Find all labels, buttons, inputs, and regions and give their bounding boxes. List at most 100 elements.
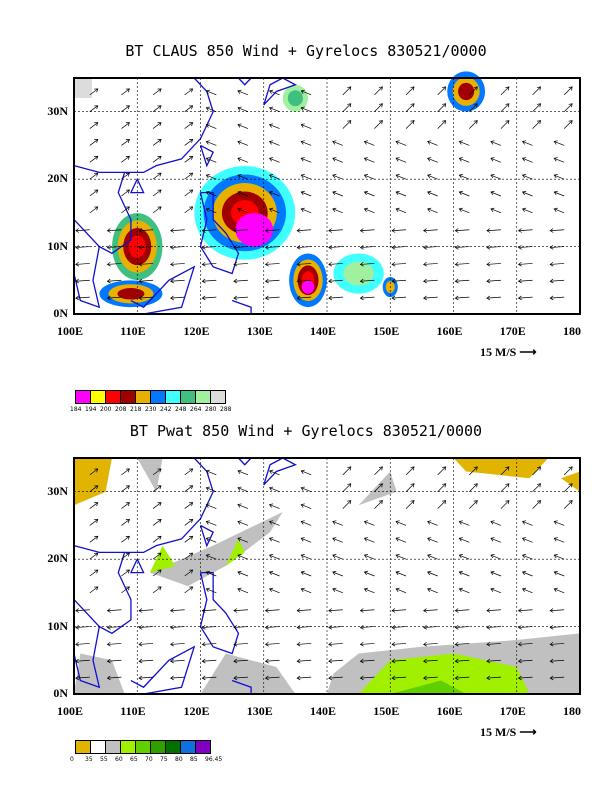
wind-arrow [189, 172, 194, 177]
wind-arrow [405, 466, 415, 476]
wind-arrow [360, 279, 375, 282]
wind-arrow [553, 570, 558, 576]
legend-swatch [195, 390, 211, 404]
wind-arrow [237, 123, 242, 128]
wind-arrow [518, 229, 533, 232]
wind-arrow [125, 502, 130, 507]
wind-arrow [170, 625, 174, 630]
lat-label: 0N [53, 306, 68, 320]
wind-arrow [189, 468, 194, 473]
wind-arrow [328, 295, 333, 301]
wind-arrow [202, 626, 217, 628]
wind-arrow [391, 641, 396, 647]
wind-arrow [268, 587, 274, 593]
wind-arrow [521, 537, 527, 542]
legend-tick-label: 208 [115, 406, 127, 413]
wind-arrow [201, 278, 206, 284]
wind-arrow [454, 675, 459, 681]
wind-arrow [554, 141, 565, 146]
lon-label: 100E [57, 704, 84, 718]
wind-arrow [505, 483, 510, 488]
wind-arrow [296, 261, 301, 267]
wind-arrow [490, 141, 502, 146]
wind-arrow [138, 625, 143, 630]
wind-arrow [157, 552, 162, 557]
legend-tick-label: 280 [205, 406, 217, 413]
wind-arrow [360, 676, 375, 679]
wind-arrow [486, 608, 491, 613]
wind-arrow [268, 554, 274, 559]
wind-arrow [107, 246, 122, 248]
wind-arrow [405, 120, 415, 129]
wind-arrow [553, 587, 558, 593]
wind-arrow [423, 245, 427, 250]
wind-arrow [233, 676, 248, 679]
wind-arrow [264, 278, 269, 284]
wind-arrow [202, 609, 217, 612]
wind-arrow [269, 174, 280, 180]
wind-arrow [121, 485, 130, 492]
lon-label: 130E [246, 704, 273, 718]
wind-arrow [157, 569, 162, 574]
wind-arrow [75, 246, 90, 248]
wind-arrow [392, 609, 407, 612]
wind-arrow [342, 466, 352, 476]
wind-arrow [301, 124, 312, 129]
map-frame [73, 457, 581, 695]
wind-arrow [347, 120, 352, 125]
wind-arrow [427, 191, 438, 197]
wind-arrow [347, 86, 352, 91]
wind-arrow [328, 675, 333, 681]
wind-arrow [360, 659, 375, 662]
wind-arrow [107, 626, 122, 628]
wind-arrow [269, 521, 280, 526]
wind-arrow [363, 174, 369, 179]
wind-arrow [301, 191, 312, 197]
wind-arrow [490, 570, 495, 576]
wind-arrow [328, 228, 333, 233]
wind-arrow [553, 157, 558, 162]
wind-arrow [301, 504, 312, 509]
wind-arrow [189, 139, 194, 143]
wind-arrow [201, 261, 206, 267]
wind-arrow [332, 521, 343, 526]
wind-arrow [454, 228, 459, 233]
wind-arrow [125, 535, 130, 540]
wind-arrow [233, 228, 238, 233]
wind-arrow [517, 278, 522, 284]
wind-arrow [201, 625, 206, 630]
wind-arrow [549, 625, 554, 630]
legend-tick-label: 230 [145, 406, 157, 413]
wind-arrow [427, 588, 438, 594]
wind-arrow [554, 208, 565, 214]
wind-arrow [121, 206, 130, 214]
panel1-title: BT CLAUS 850 Wind + Gyrelocs 830521/0000 [125, 42, 487, 60]
wind-arrow [360, 296, 375, 299]
wind-arrow [395, 570, 400, 576]
wind-arrow [300, 174, 305, 179]
wind-arrow [184, 189, 193, 197]
wind-arrow [170, 659, 185, 662]
wind-arrow [189, 206, 194, 211]
wind-arrow [328, 261, 333, 267]
wind-arrow [139, 279, 154, 282]
wind-arrow [184, 156, 193, 163]
wind-arrow [332, 587, 337, 593]
wind-arrow [106, 625, 111, 630]
wind-arrow [568, 483, 573, 488]
wind-arrow [500, 103, 510, 112]
wind-arrow [549, 675, 554, 681]
wind-arrow [532, 500, 541, 509]
coastline [225, 299, 252, 315]
wind-arrow [184, 502, 193, 509]
wind-arrow [553, 554, 558, 559]
wind-arrow [554, 571, 565, 577]
wind-arrow [202, 246, 217, 248]
wind-arrow [265, 676, 280, 679]
lon-label: 120E [183, 704, 210, 718]
pwat-region [561, 471, 580, 492]
wind-arrow [237, 520, 242, 525]
wind-arrow [549, 278, 554, 284]
wind-arrow [459, 141, 470, 146]
wind-arrow [89, 485, 99, 492]
